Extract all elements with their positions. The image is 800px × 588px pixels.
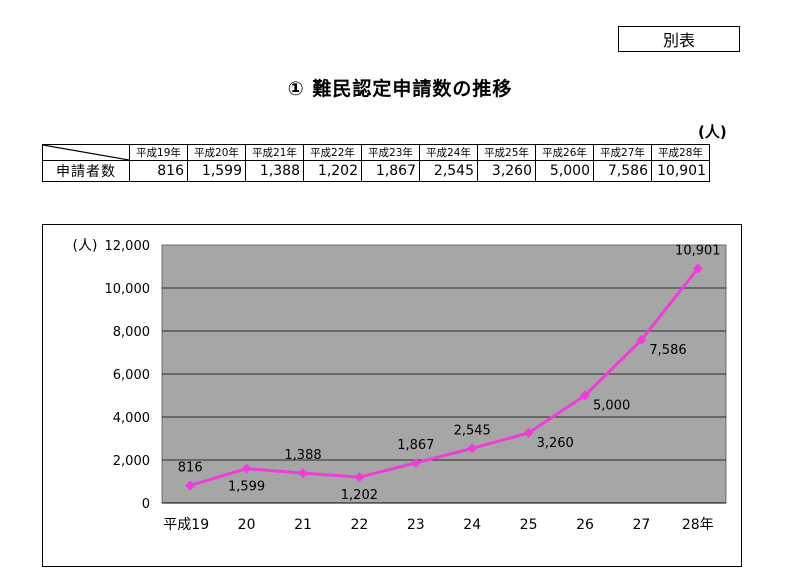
- table-row-label: 申請者数: [42, 160, 130, 182]
- table-cell: 1,202: [303, 160, 362, 182]
- table-header-cell: 平成24年: [419, 144, 478, 161]
- x-tick-label: 21: [294, 517, 312, 533]
- table-cell: 5,000: [535, 160, 594, 182]
- table-unit: (人): [698, 123, 727, 141]
- data-label: 5,000: [593, 399, 630, 414]
- table-cell: 10,901: [651, 160, 710, 182]
- table-header-cell: 平成27年: [593, 144, 652, 161]
- table-header-cell: 平成22年: [303, 144, 362, 161]
- x-tick-label: 27: [632, 517, 650, 533]
- data-point-marker: [354, 472, 365, 483]
- data-point-marker: [467, 443, 478, 454]
- table-header-row: 平成19年 平成20年 平成21年 平成22年 平成23年 平成24年 平成25…: [42, 144, 710, 161]
- data-label: 7,586: [649, 343, 686, 358]
- data-label: 2,545: [454, 423, 491, 438]
- data-point-marker: [636, 334, 647, 345]
- line-chart: 0 2,000 4,000 6,000 8,000 10,000 12,000 (人) 平成19…: [73, 238, 727, 533]
- data-point-marker: [298, 468, 308, 479]
- data-point-marker: [523, 427, 534, 438]
- y-axis-unit-label: (人): [73, 238, 98, 254]
- y-tick-label: 0: [142, 497, 150, 512]
- x-tick-label: 25: [520, 517, 538, 533]
- series-line: [189, 267, 699, 487]
- data-point-marker: [580, 390, 590, 401]
- data-label: 1,599: [228, 480, 265, 495]
- data-label: 1,867: [397, 438, 434, 453]
- y-tick-label: 8,000: [113, 325, 150, 340]
- table-cell: 2,545: [419, 160, 478, 182]
- x-tick-label: 23: [407, 517, 425, 533]
- x-tick-label: 24: [463, 517, 481, 533]
- appendix-label: 別表: [618, 26, 740, 52]
- data-point-marker: [241, 463, 252, 474]
- table-header-cell: 平成23年: [361, 144, 420, 161]
- table-header-cell: 平成21年: [245, 144, 304, 161]
- x-tick-label: 26: [576, 517, 594, 533]
- data-label: 3,260: [537, 436, 574, 451]
- data-label: 1,388: [284, 448, 321, 463]
- page-title: ① 難民認定申請数の推移: [287, 78, 513, 100]
- chart-frame: 0 2,000 4,000 6,000 8,000 10,000 12,000 (人) 平成19…: [42, 224, 742, 567]
- table-row: 申請者数 816 1,599 1,388 1,202 1,867 2,545 3…: [42, 160, 710, 182]
- table-cell: 1,867: [361, 160, 420, 182]
- data-label: 816: [178, 460, 203, 475]
- data-label: 10,901: [675, 244, 721, 259]
- table-cell: 816: [129, 160, 188, 182]
- y-tick-label: 12,000: [105, 239, 151, 254]
- table-cell: 7,586: [593, 160, 652, 182]
- table-corner-cell: [42, 144, 130, 161]
- table-cell: 3,260: [477, 160, 536, 182]
- y-tick-label: 2,000: [113, 454, 150, 469]
- x-tick-label: 22: [350, 517, 368, 533]
- x-tick-label: 20: [238, 517, 256, 533]
- table-header-cell: 平成20年: [187, 144, 246, 161]
- data-label: 1,202: [341, 488, 378, 503]
- x-tick-label: 平成19: [163, 517, 209, 533]
- table-cell: 1,599: [187, 160, 246, 182]
- data-point-marker: [410, 457, 421, 468]
- data-table: 平成19年 平成20年 平成21年 平成22年 平成23年 平成24年 平成25…: [42, 144, 710, 182]
- table-header-cell: 平成19年: [129, 144, 188, 161]
- x-tick-label: 28年: [682, 517, 714, 533]
- table-header-cell: 平成26年: [535, 144, 594, 161]
- data-point-marker: [692, 263, 703, 274]
- data-point-marker: [185, 480, 196, 491]
- table-cell: 1,388: [245, 160, 304, 182]
- table-header-cell: 平成25年: [477, 144, 536, 161]
- table-header-cell: 平成28年: [651, 144, 710, 161]
- y-tick-label: 10,000: [105, 282, 151, 297]
- diagonal-line: [43, 145, 129, 160]
- y-tick-label: 4,000: [113, 411, 150, 426]
- y-tick-label: 6,000: [113, 368, 150, 383]
